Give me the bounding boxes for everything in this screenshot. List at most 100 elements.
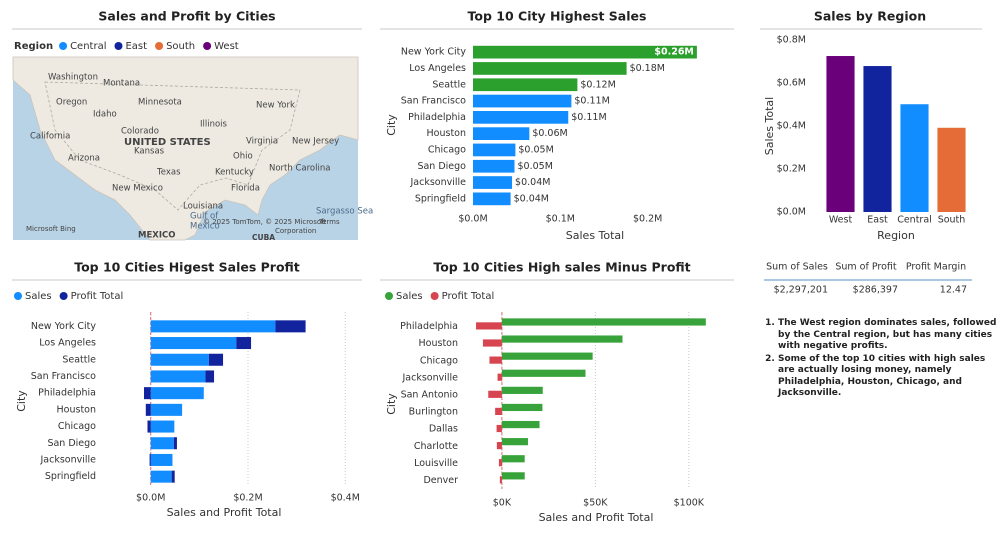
bar bbox=[150, 387, 204, 400]
y-tick-label: San Francisco bbox=[401, 96, 466, 107]
x-tick-label: $0.0M bbox=[136, 493, 165, 504]
y-tick-label: San Diego bbox=[47, 438, 96, 449]
legend-label: East bbox=[125, 41, 147, 52]
map-label: Kansas bbox=[134, 147, 165, 157]
y-tick-label: New York City bbox=[31, 321, 97, 332]
legend-swatch bbox=[59, 42, 68, 50]
chart-title: Top 10 Cities High sales Minus Profit bbox=[433, 260, 690, 275]
legend-swatch bbox=[385, 292, 393, 300]
bar bbox=[937, 127, 966, 212]
map-attribution[interactable]: Terms bbox=[318, 218, 340, 226]
bar bbox=[150, 403, 183, 416]
y-tick-label: San Francisco bbox=[31, 371, 96, 382]
legend-title: Region bbox=[14, 41, 53, 52]
bar bbox=[473, 110, 569, 124]
y-tick-label: Los Angeles bbox=[409, 63, 466, 74]
y-tick-label: Houston bbox=[419, 338, 458, 349]
bar bbox=[501, 318, 706, 326]
x-tick-label: $0K bbox=[493, 498, 512, 509]
y-tick-label: $0.6M bbox=[777, 78, 806, 89]
y-tick-label: $0.8M bbox=[777, 35, 806, 46]
chart-title: Sales and Profit by Cities bbox=[98, 9, 275, 24]
y-tick-label: Burlington bbox=[409, 407, 458, 418]
bar bbox=[501, 472, 525, 480]
y-tick-label: Jacksonville bbox=[39, 454, 96, 465]
map-label: Idaho bbox=[93, 110, 117, 120]
bar bbox=[473, 159, 515, 173]
bar bbox=[145, 403, 151, 416]
data-label: $0.12M bbox=[580, 79, 615, 90]
bar bbox=[473, 143, 516, 157]
legend-swatch bbox=[59, 292, 68, 300]
bar bbox=[498, 459, 502, 467]
map-label: Ohio bbox=[233, 152, 253, 162]
legend-label: Profit Total bbox=[442, 291, 495, 302]
legend-label: Central bbox=[70, 41, 106, 52]
x-tick-label: Central bbox=[897, 215, 932, 226]
data-label: $0.18M bbox=[630, 63, 665, 74]
map-label: California bbox=[30, 132, 70, 142]
data-label: $0.11M bbox=[574, 96, 609, 107]
bar bbox=[143, 387, 151, 400]
map-label: CUBA bbox=[252, 233, 275, 242]
data-label: $0.11M bbox=[571, 112, 606, 123]
bar bbox=[826, 56, 855, 212]
bar bbox=[501, 420, 540, 429]
x-tick-label: East bbox=[867, 215, 888, 226]
y-tick-label: Jacksonville bbox=[409, 177, 466, 188]
bar bbox=[150, 470, 172, 483]
x-axis-title: Region bbox=[877, 229, 915, 242]
chart-title: Top 10 City Highest Sales bbox=[468, 9, 647, 24]
bar bbox=[501, 386, 543, 394]
bar bbox=[149, 453, 151, 466]
y-tick-label: Los Angeles bbox=[39, 338, 96, 349]
bar bbox=[489, 356, 502, 364]
bar bbox=[473, 192, 511, 206]
x-tick-label: $0.2M bbox=[233, 493, 262, 504]
map-label: Illinois bbox=[200, 120, 228, 130]
bar bbox=[488, 390, 502, 398]
map-attribution: Microsoft Bing bbox=[26, 225, 76, 233]
x-axis-title: Sales and Profit Total bbox=[539, 511, 654, 524]
legend-swatch bbox=[203, 42, 212, 50]
x-tick-label: South bbox=[938, 215, 966, 226]
bar bbox=[473, 94, 572, 108]
y-tick-label: $0.2M bbox=[777, 164, 806, 175]
y-tick-label: Chicago bbox=[420, 355, 458, 366]
map-attribution: © 2025 TomTom, © 2025 Microsoft bbox=[203, 218, 326, 226]
legend-swatch bbox=[430, 292, 439, 300]
y-tick-label: Philadelphia bbox=[38, 388, 96, 399]
x-tick-label: $0.4M bbox=[331, 493, 360, 504]
x-axis-title: Sales Total bbox=[566, 229, 624, 242]
data-label: $0.26M bbox=[654, 47, 694, 58]
map-label: North Carolina bbox=[269, 164, 330, 174]
map-label: Mexico bbox=[190, 222, 220, 232]
chart-title: Top 10 Cities Higest Sales Profit bbox=[74, 260, 300, 275]
map-label: Sargasso Sea bbox=[316, 207, 373, 217]
data-label: $0.04M bbox=[515, 177, 550, 188]
legend-swatch bbox=[14, 292, 22, 300]
bar bbox=[863, 66, 892, 212]
chart-title: Sales by Region bbox=[814, 9, 926, 24]
map-label: New Mexico bbox=[112, 184, 163, 194]
data-label: $0.05M bbox=[518, 144, 553, 155]
data-label: $0.04M bbox=[514, 193, 549, 204]
map-label: Washington bbox=[48, 73, 98, 83]
map-label: Louisiana bbox=[183, 202, 223, 212]
y-tick-label: Seattle bbox=[62, 354, 96, 365]
data-label: $0.05M bbox=[518, 161, 553, 172]
table-cell: $2,297,201 bbox=[774, 285, 828, 296]
bar bbox=[205, 370, 215, 383]
bar bbox=[501, 352, 593, 360]
legend-label: South bbox=[166, 41, 195, 52]
map-label: Oregon bbox=[56, 98, 87, 108]
bar bbox=[476, 322, 502, 330]
bar bbox=[275, 320, 306, 333]
table-header: Sum of Profit bbox=[835, 262, 897, 273]
y-axis-title: City bbox=[385, 114, 398, 136]
bar bbox=[499, 476, 502, 484]
map-label: Kentucky bbox=[215, 168, 254, 178]
table-header: Sum of Sales bbox=[766, 262, 828, 273]
y-axis-title: City bbox=[15, 390, 28, 412]
